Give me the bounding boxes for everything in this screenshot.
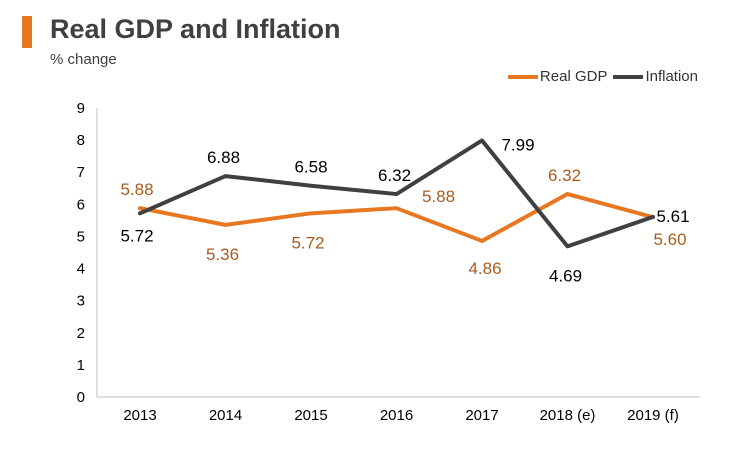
chart-legend: Real GDP Inflation (507, 68, 698, 85)
data-label-real-gdp: 5.72 (291, 233, 324, 252)
series-line-inflation (138, 138, 655, 249)
y-tick-label: 5 (77, 228, 85, 245)
y-tick-label: 0 (77, 389, 85, 406)
x-tick-label: 2017 (465, 407, 498, 424)
data-label-inflation: 7.99 (501, 135, 534, 154)
chart-subtitle: % change (50, 51, 117, 68)
legend-swatch-real-gdp (507, 74, 538, 79)
y-tick-label: 9 (77, 100, 85, 117)
data-label-real-gdp: 5.60 (653, 230, 686, 249)
data-label-inflation: 5.61 (656, 207, 689, 226)
data-label-inflation: 5.72 (120, 226, 153, 245)
y-tick-label: 3 (77, 293, 85, 310)
data-label-inflation: 6.32 (378, 166, 411, 185)
data-label-real-gdp: 5.88 (120, 180, 153, 199)
x-tick-label: 2013 (123, 407, 156, 424)
data-label-inflation: 6.88 (207, 148, 240, 167)
x-tick-label: 2016 (380, 407, 413, 424)
y-tick-label: 6 (77, 196, 85, 213)
data-label-inflation: 4.69 (549, 266, 582, 285)
x-tick-label: 2019 (f) (627, 407, 679, 424)
y-tick-label: 8 (77, 132, 85, 149)
x-tick-label: 2018 (e) (540, 407, 596, 424)
x-tick-label: 2014 (209, 407, 242, 424)
y-tick-label: 1 (77, 357, 85, 374)
chart-title: Real GDP and Inflation (50, 14, 341, 44)
title-accent-bar (22, 16, 32, 48)
legend-item-inflation: Inflation (613, 68, 698, 85)
legend-label-inflation: Inflation (645, 68, 698, 85)
y-tick-label: 4 (77, 261, 85, 278)
data-label-real-gdp: 4.86 (468, 259, 501, 278)
data-label-real-gdp: 5.88 (422, 187, 455, 206)
data-label-inflation: 6.58 (294, 158, 327, 177)
x-tick-label: 2015 (294, 407, 327, 424)
data-label-real-gdp: 6.32 (548, 166, 581, 185)
series-line-real-gdp (138, 192, 655, 243)
legend-swatch-inflation (613, 74, 644, 79)
legend-item-real-gdp: Real GDP (507, 68, 608, 85)
y-tick-label: 2 (77, 325, 85, 342)
y-tick-label: 7 (77, 164, 85, 181)
legend-label-real-gdp: Real GDP (539, 68, 608, 85)
data-label-real-gdp: 5.36 (206, 245, 239, 264)
